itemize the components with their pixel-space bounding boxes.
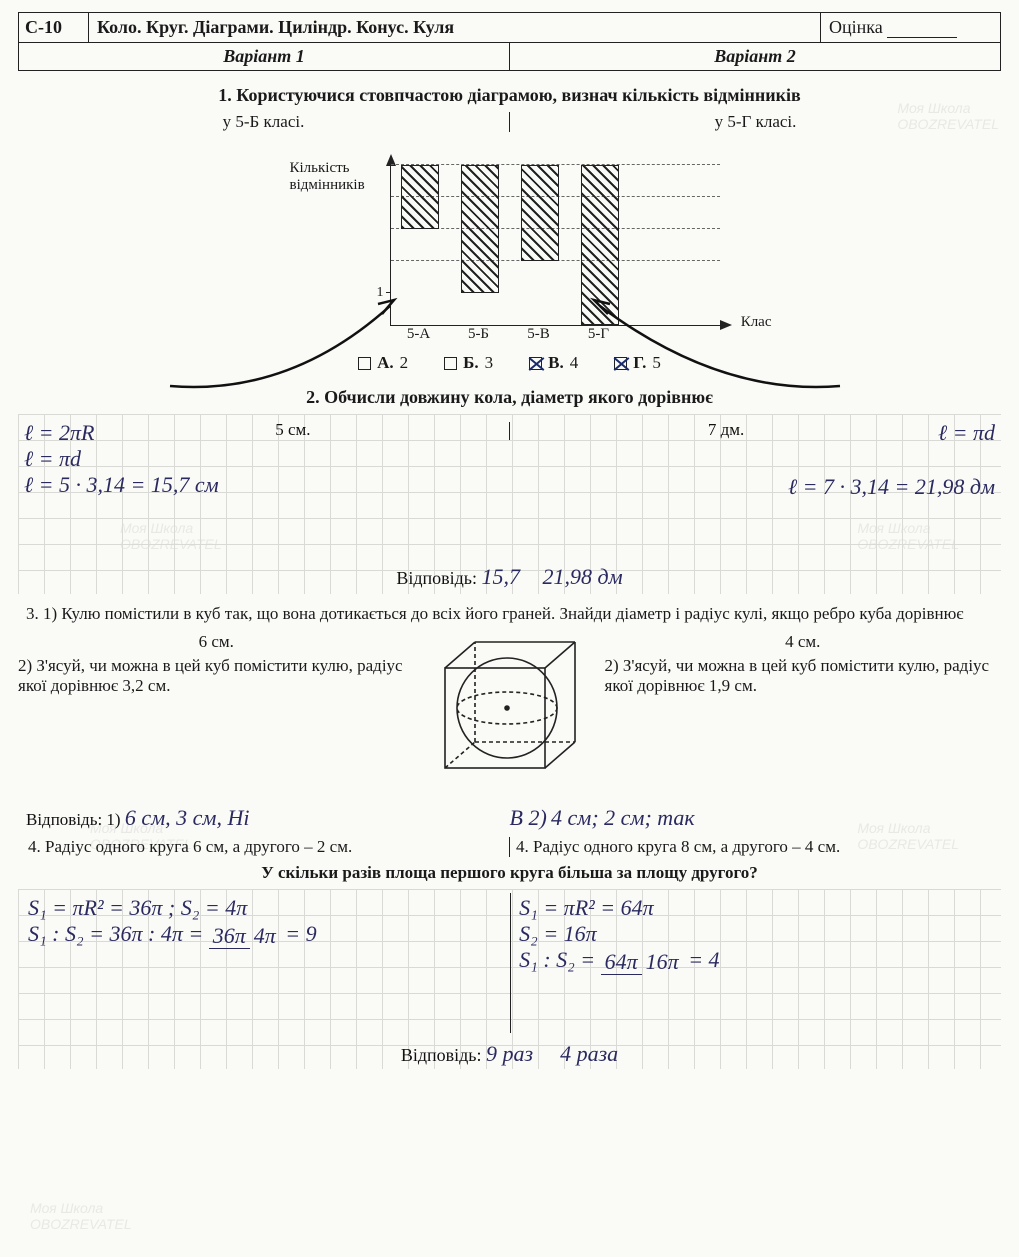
watermark: Моя ШколаOBOZREVATEL [30, 1200, 132, 1232]
task2-heading: 2. Обчисли довжину кола, діаметр якого д… [18, 387, 1001, 408]
task4-work-left: S₁ = πR² = 36π ; S₂ = 4π S₁ : S₂ = 36π :… [28, 895, 500, 947]
formula: ℓ = πd [24, 446, 496, 472]
divider-icon [509, 422, 510, 440]
bar-chart: Кількістьвідмінників 1 Клас 5-А5-Б5-В5-Г [300, 166, 720, 343]
checkbox-icon[interactable] [358, 357, 371, 370]
task3-right: 4 см. 2) З'ясуй, чи можна в цей куб помі… [605, 628, 1002, 700]
bar [461, 165, 499, 293]
variant-row: Варіант 1 Варіант 2 [18, 43, 1001, 71]
answer-value: 6 см, 3 см, Ні [125, 805, 250, 830]
task2-workarea: 5 см. 7 дм. ℓ = 2πR ℓ = πd ℓ = 5 · 3,14 … [18, 414, 1001, 594]
cube-sphere-diagram [425, 628, 595, 793]
worksheet-code: С-10 [19, 13, 89, 42]
given: 6 см. [18, 632, 415, 652]
choice-d[interactable]: Г. 5 [614, 353, 661, 373]
worksheet-title: Коло. Круг. Діаграми. Циліндр. Конус. Ку… [89, 13, 820, 42]
variant-1-label: Варіант 1 [19, 43, 510, 70]
formula: ℓ = 2πR [24, 420, 496, 446]
calculation: ℓ = 5 · 3,14 = 15,7 см [24, 472, 496, 498]
chart-y-label: Кількістьвідмінників [290, 160, 365, 193]
grade-cell: Оцінка [820, 13, 1000, 42]
chart-plot-area: 1 Клас [390, 166, 720, 326]
task1-choices: А. 2 Б. 3 В. 4 Г. 5 [18, 353, 1001, 373]
answer-value: 9 раз [486, 1041, 533, 1066]
checkbox-checked-icon[interactable] [529, 357, 542, 370]
answer-value: 4 раза [560, 1041, 618, 1066]
answer-value: 4 см; 2 см; так [551, 805, 695, 830]
task2-work-right: ℓ = πd ℓ = 7 · 3,14 = 21,98 дм [523, 420, 995, 500]
task4-v1: 4. Радіус одного круга 6 см, а другого –… [22, 837, 510, 857]
task1-col1: у 5-Б класі. [18, 112, 509, 132]
calculation: S₁ = πR² = 64π [519, 895, 991, 921]
task4-work-right: S₁ = πR² = 64π S₂ = 16π S₁ : S₂ = 64π16π… [519, 895, 991, 973]
ytick [386, 292, 391, 293]
calculation: S₁ = πR² = 36π ; S₂ = 4π [28, 895, 500, 921]
task3-answers: Відповідь: 1) 6 см, 3 см, Ні В 2) 4 см; … [26, 805, 993, 831]
subtask: 2) З'ясуй, чи можна в цей куб помістити … [18, 656, 415, 696]
x-category-label: 5-А [400, 326, 438, 343]
calculation: ℓ = 7 · 3,14 = 21,98 дм [523, 474, 995, 500]
task2-work-left: ℓ = 2πR ℓ = πd ℓ = 5 · 3,14 = 15,7 см [24, 420, 496, 498]
calculation: S₁ : S₂ = 64π16π = 4 [519, 947, 991, 973]
task4-answer-row: Відповідь: 9 раз 4 раза [18, 1041, 1001, 1067]
checkbox-icon[interactable] [444, 357, 457, 370]
task4-heads: 4. Радіус одного круга 6 см, а другого –… [22, 837, 997, 857]
task2-answer-row: Відповідь: 15,7 21,98 дм [18, 564, 1001, 590]
answer-value: 21,98 дм [543, 564, 623, 589]
task4-v2: 4. Радіус одного круга 8 см, а другого –… [510, 837, 997, 857]
checkbox-checked-icon[interactable] [614, 357, 627, 370]
choice-a[interactable]: А. 2 [358, 353, 408, 373]
answer-label: В 2) [510, 805, 547, 830]
bars-group [401, 165, 619, 325]
grade-label: Оцінка [829, 17, 883, 37]
answer-label: Відповідь: 1) [26, 810, 121, 829]
bar [581, 165, 619, 325]
task1-heading: 1. Користуючися стовпчастою діаграмою, в… [18, 85, 1001, 106]
calculation: S₁ : S₂ = 36π : 4π = 36π4π = 9 [28, 921, 500, 947]
task1-col2: у 5-Г класі. [510, 112, 1001, 132]
task3-row: 6 см. 2) З'ясуй, чи можна в цей куб помі… [18, 628, 1001, 793]
bar [401, 165, 439, 229]
arrow-right-icon [720, 320, 732, 330]
task1-subheads: у 5-Б класі. у 5-Г класі. [18, 112, 1001, 132]
answer-label: Відповідь: [396, 568, 477, 588]
task4-question: У скільки разів площа першого круга біль… [18, 863, 1001, 883]
ytick-label: 1 [377, 285, 384, 301]
variant-2-label: Варіант 2 [510, 43, 1000, 70]
x-category-label: 5-В [520, 326, 558, 343]
chart-x-label: Клас [741, 314, 772, 331]
calculation: S₂ = 16π [519, 921, 991, 947]
task3-text: 3. 1) Кулю помістили в куб так, що вона … [26, 604, 993, 624]
choice-c[interactable]: В. 4 [529, 353, 578, 373]
subtask: 2) З'ясуй, чи можна в цей куб помістити … [605, 656, 1002, 696]
formula: ℓ = πd [523, 420, 995, 446]
answer-value: 15,7 [482, 564, 521, 589]
x-category-label: 5-Б [460, 326, 498, 343]
choice-b[interactable]: Б. 3 [444, 353, 493, 373]
header-row: С-10 Коло. Круг. Діаграми. Циліндр. Кону… [18, 12, 1001, 43]
bar [521, 165, 559, 261]
x-category-label: 5-Г [580, 326, 618, 343]
divider-icon [510, 893, 511, 1033]
answer-label: Відповідь: [401, 1045, 482, 1065]
task4-workarea: S₁ = πR² = 36π ; S₂ = 4π S₁ : S₂ = 36π :… [18, 889, 1001, 1069]
task3-left: 6 см. 2) З'ясуй, чи можна в цей куб помі… [18, 628, 415, 700]
x-labels: 5-А 5-Б 5-В 5-Г [400, 326, 720, 343]
given: 4 см. [605, 632, 1002, 652]
grade-blank[interactable] [887, 37, 957, 38]
